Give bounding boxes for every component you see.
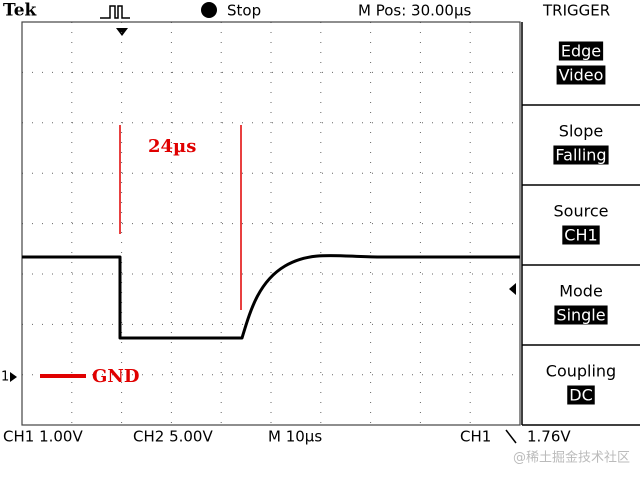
menu-item-value[interactable]: Falling [555, 146, 606, 165]
timebase: M 10µs [268, 428, 322, 446]
menu-highlight [554, 305, 608, 325]
menu-highlight [567, 385, 595, 405]
acquire-icon [100, 5, 130, 19]
horizontal-position: M Pos: 30.00µs [358, 2, 472, 20]
trigger-menu: Edge Video Slope Falling Source CH1 Mode Single… [521, 22, 640, 426]
channel-arrow [10, 372, 17, 382]
trigger-level-marker [509, 283, 516, 295]
pulse-width-label: 24µs [148, 136, 196, 157]
menu-item-title[interactable]: Mode [559, 282, 603, 301]
run-state: Stop [227, 2, 261, 20]
menu-item-title[interactable]: Slope [559, 122, 603, 141]
trigger-level: 1.76V [527, 428, 571, 446]
ch2-scale: CH2 5.00V [133, 428, 213, 446]
menu-highlight [556, 65, 606, 85]
trigger-source: CH1 [460, 428, 491, 446]
menu-item-value[interactable]: DC [569, 386, 593, 405]
menu-title: TRIGGER [542, 2, 610, 20]
menu-highlight [553, 145, 609, 165]
ground-label: GND [92, 366, 139, 387]
ch1-waveform [22, 253, 520, 340]
graticule-border [21, 21, 521, 426]
slope-icon [505, 429, 517, 444]
menu-item-title[interactable]: Source [554, 202, 609, 221]
watermark: @稀土掘金技术社区 [513, 450, 630, 466]
stop-indicator [201, 2, 217, 18]
menu-item-title[interactable]: Edge [561, 42, 601, 61]
channel-marker: 1 [1, 370, 9, 385]
menu-item-title[interactable]: Coupling [546, 362, 616, 381]
brand: Tek [3, 1, 38, 21]
menu-highlight [558, 41, 604, 61]
menu-highlight [562, 225, 600, 245]
menu-item-value[interactable]: Video [559, 66, 604, 85]
ch1-scale: CH1 1.00V [3, 428, 83, 446]
menu-item-value[interactable]: Single [556, 306, 605, 325]
menu-item-value[interactable]: CH1 [564, 226, 597, 245]
